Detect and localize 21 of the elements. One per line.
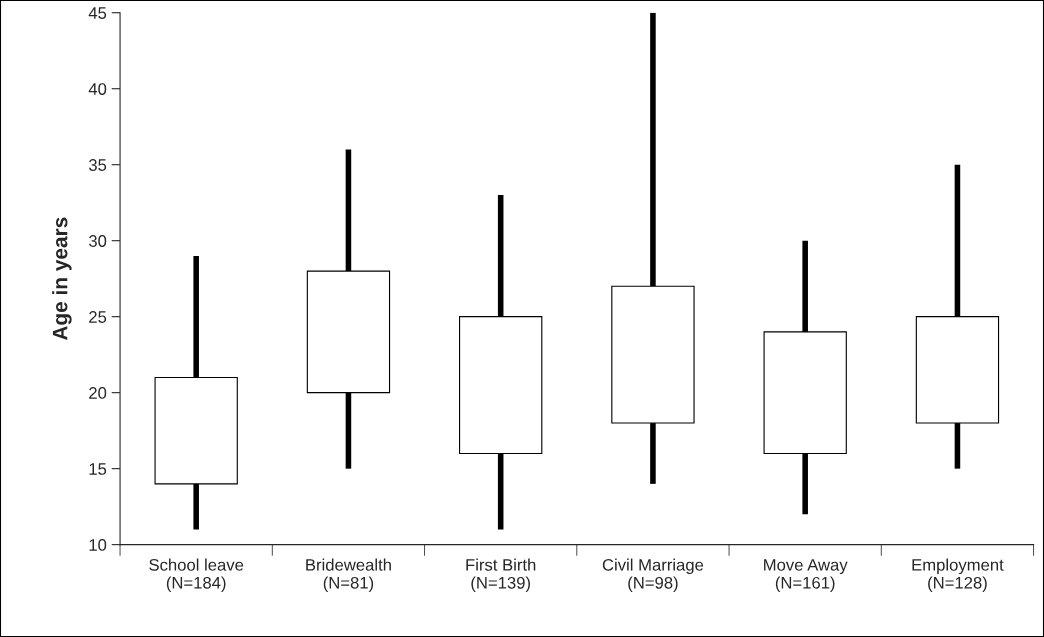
candlestick bbox=[154, 255, 238, 530]
x-tick-label: School leave (N=184) bbox=[149, 558, 244, 592]
candlestick bbox=[459, 195, 543, 530]
x-tick-label: Move Away (N=161) bbox=[764, 559, 848, 592]
x-tick-label: Civil Marriage (N=98) bbox=[602, 558, 704, 592]
candlestick bbox=[763, 240, 847, 515]
y-tick-label: 20 bbox=[89, 387, 107, 399]
x-tick-label: Employment (N=128) bbox=[912, 558, 1004, 592]
y-tick-label: 40 bbox=[88, 83, 107, 95]
candlestick bbox=[611, 12, 695, 484]
y-tick-label: 35 bbox=[88, 159, 107, 171]
candlestick bbox=[915, 164, 1000, 469]
y-tick-label: 45 bbox=[88, 7, 107, 19]
x-tick-label: First Birth (N=139) bbox=[466, 558, 536, 592]
y-tick-label: 30 bbox=[88, 235, 107, 247]
y-tick-label: 25 bbox=[89, 311, 107, 323]
y-tick-label: 15 bbox=[89, 463, 107, 475]
y-axis-title: Age in years bbox=[52, 217, 72, 341]
candlestick bbox=[306, 149, 391, 469]
x-tick-label: Bridewealth (N=81) bbox=[306, 558, 391, 592]
y-tick-label: 10 bbox=[89, 539, 107, 551]
